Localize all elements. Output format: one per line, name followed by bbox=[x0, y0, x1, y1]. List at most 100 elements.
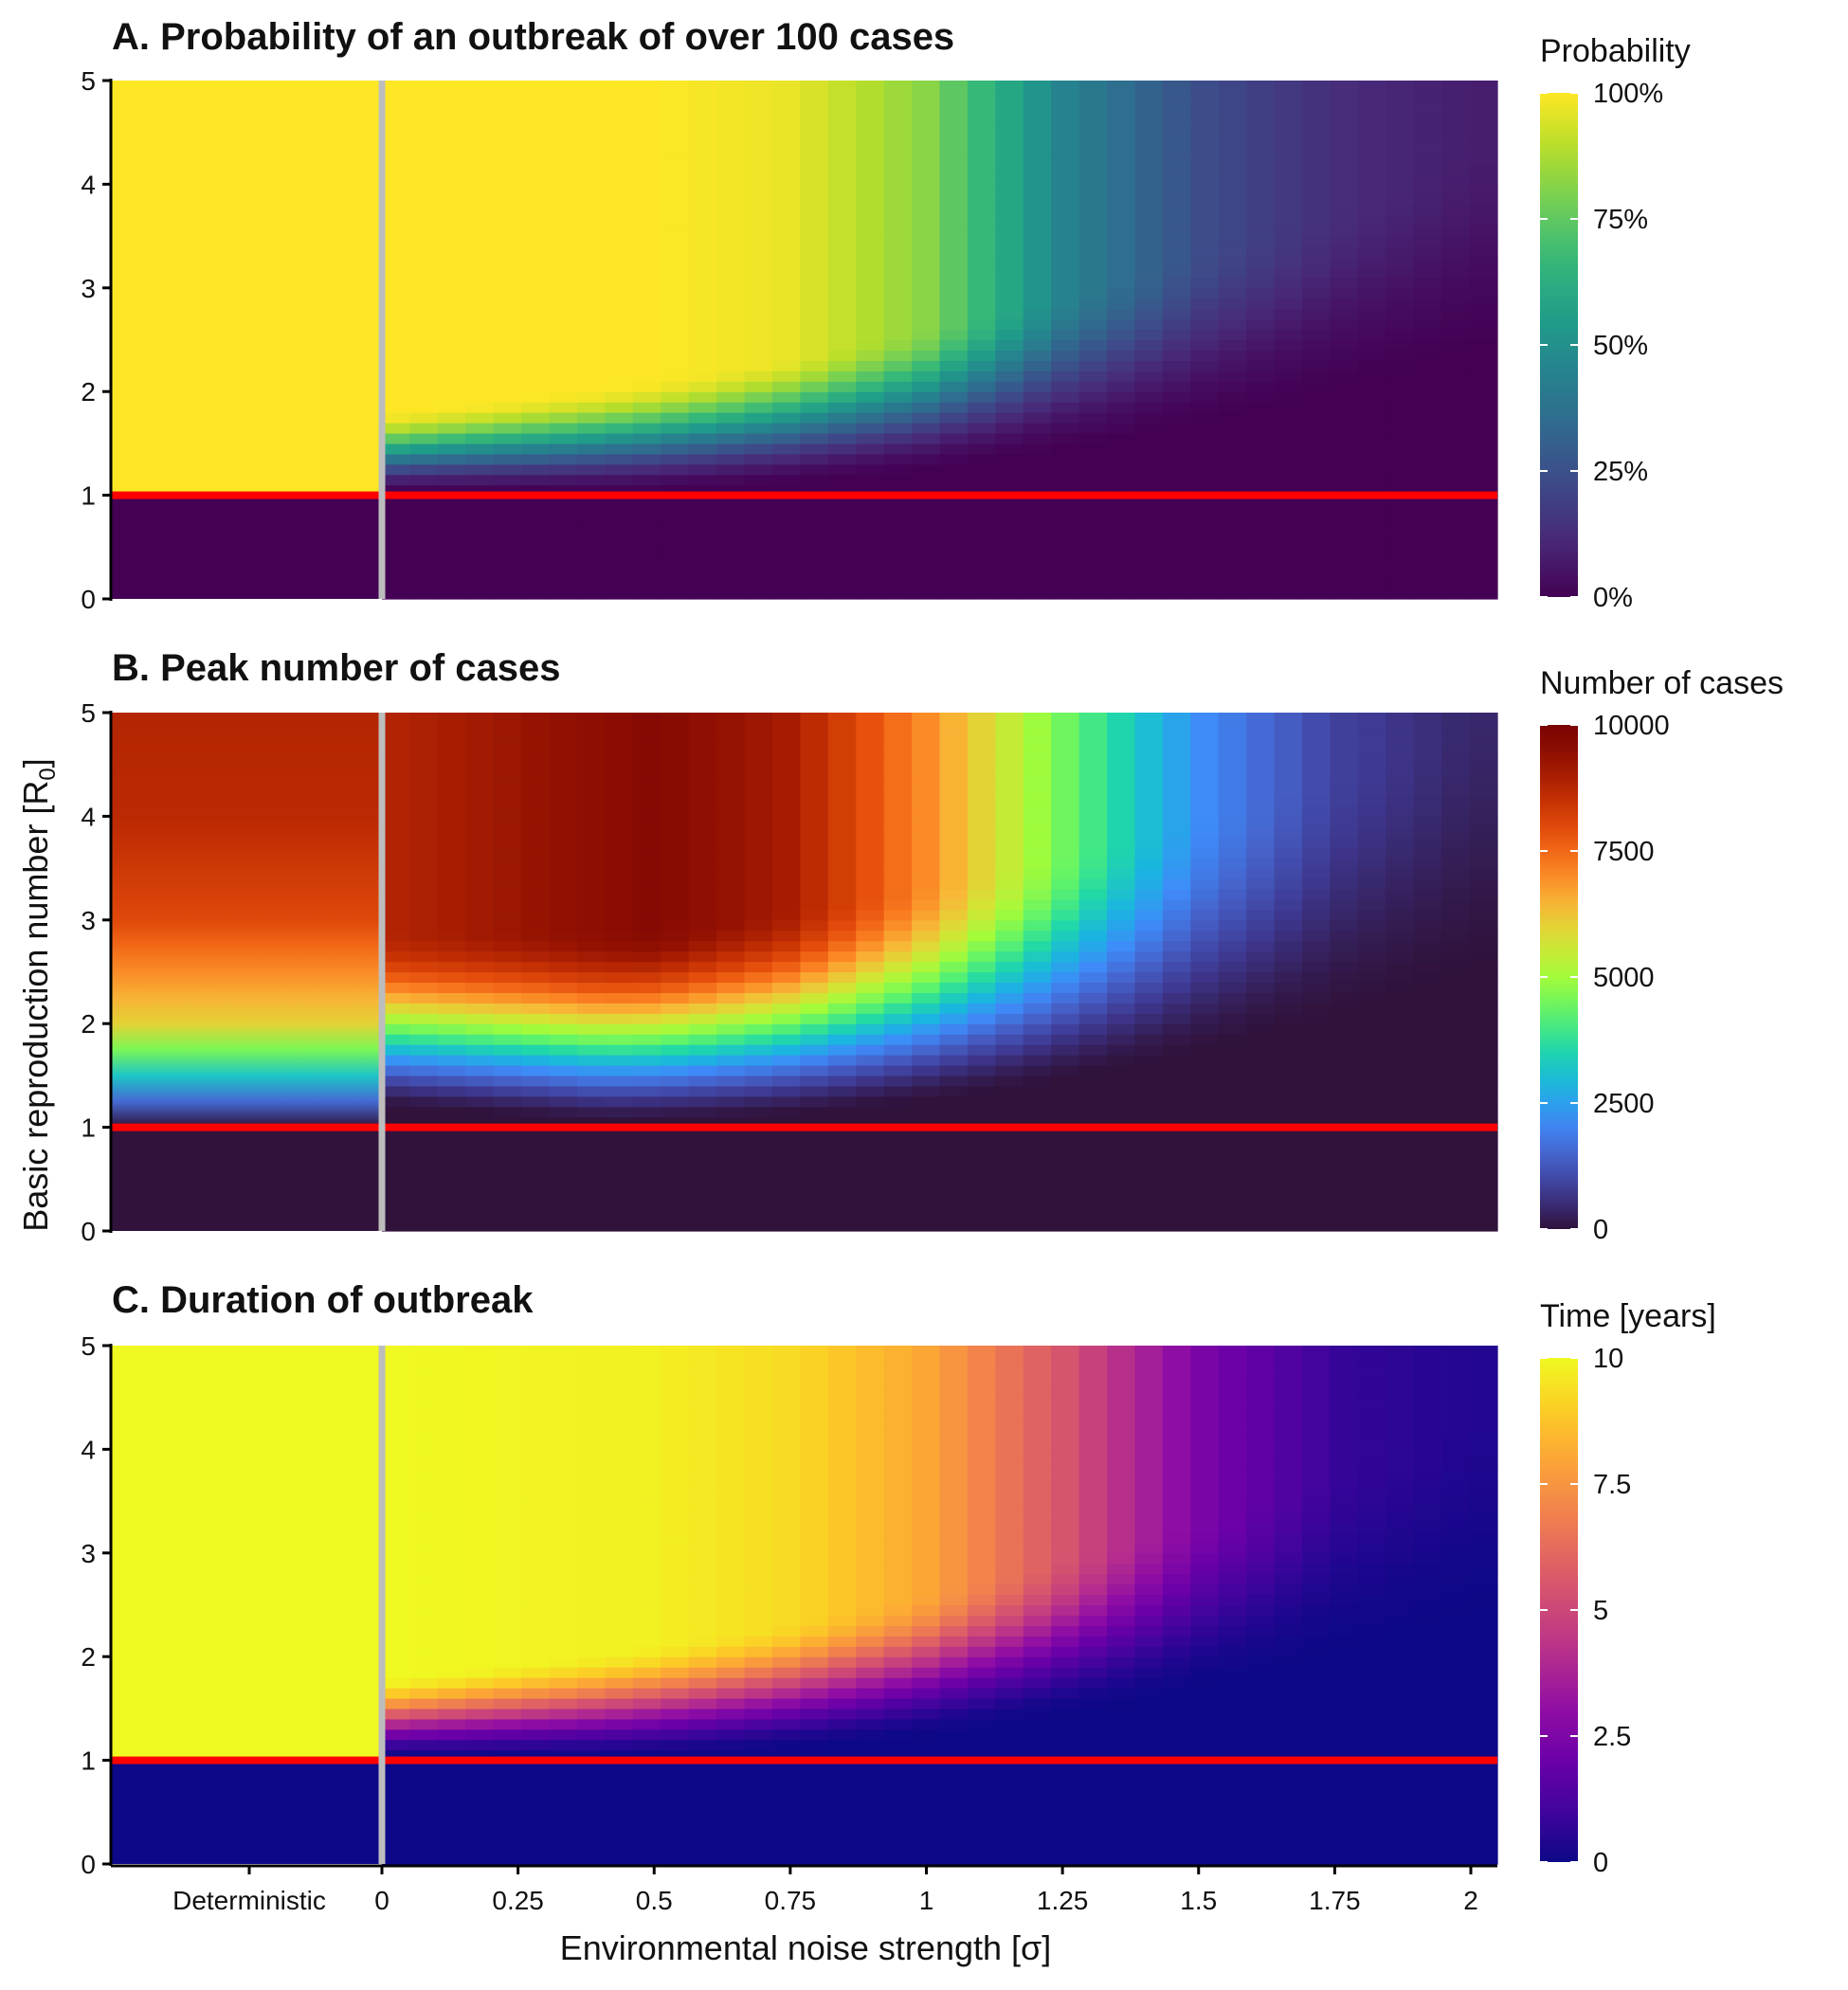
heatmap-cell bbox=[1023, 1085, 1052, 1097]
heatmap-cell bbox=[1357, 805, 1386, 817]
heatmap-cell bbox=[1330, 547, 1359, 558]
heatmap-cell bbox=[437, 226, 466, 237]
heatmap-cell bbox=[1162, 578, 1191, 589]
heatmap-cell bbox=[576, 360, 607, 371]
heatmap-cell bbox=[465, 226, 495, 237]
heatmap-cell bbox=[1302, 423, 1332, 434]
heatmap-cell bbox=[382, 423, 411, 434]
heatmap-cell bbox=[688, 1397, 717, 1409]
heatmap-cell bbox=[688, 391, 717, 403]
heatmap-cell bbox=[1302, 888, 1332, 900]
heatmap-cell bbox=[1413, 743, 1442, 755]
heatmap-cell bbox=[437, 329, 466, 341]
heatmap-cell bbox=[883, 909, 913, 921]
heatmap-cell bbox=[1469, 888, 1498, 900]
heatmap-cell bbox=[1246, 713, 1276, 724]
heatmap-cell bbox=[1274, 1210, 1303, 1221]
heatmap-cell bbox=[967, 1200, 996, 1211]
heatmap-cell bbox=[576, 163, 607, 175]
heatmap-cell bbox=[576, 121, 607, 134]
heatmap-cell bbox=[437, 1728, 466, 1741]
heatmap-cell bbox=[1330, 847, 1359, 859]
heatmap-cell bbox=[549, 1148, 578, 1160]
heatmap-cell bbox=[382, 764, 411, 776]
heatmap-cell bbox=[688, 1552, 717, 1565]
heatmap-cell bbox=[1134, 764, 1164, 776]
heatmap-cell bbox=[605, 153, 634, 165]
heatmap-cell bbox=[856, 1003, 885, 1014]
heatmap-cell bbox=[1413, 961, 1442, 973]
heatmap-cell bbox=[1023, 961, 1052, 973]
heatmap-cell bbox=[1162, 816, 1191, 827]
heatmap-cell bbox=[967, 733, 996, 745]
heatmap-cell bbox=[1134, 1013, 1164, 1024]
heatmap-cell bbox=[771, 453, 801, 465]
heatmap-cell bbox=[1190, 1075, 1220, 1087]
heatmap-cell bbox=[493, 1168, 522, 1180]
heatmap-cell bbox=[1162, 360, 1191, 371]
heatmap-cell bbox=[632, 1003, 661, 1014]
heatmap-cell bbox=[605, 774, 634, 787]
heatmap-cell bbox=[744, 547, 773, 558]
heatmap-cell bbox=[1218, 516, 1247, 528]
heatmap-cell bbox=[521, 1397, 551, 1409]
heatmap-cell bbox=[1413, 1023, 1442, 1035]
heatmap-cell bbox=[382, 432, 411, 444]
heatmap-cell bbox=[800, 1739, 829, 1751]
heatmap-cell bbox=[1330, 266, 1359, 279]
heatmap-cell bbox=[1469, 194, 1498, 206]
heatmap-cell bbox=[827, 1677, 857, 1689]
heatmap-cell bbox=[661, 1085, 690, 1097]
heatmap-cell bbox=[995, 940, 1024, 952]
heatmap-cell bbox=[771, 1137, 801, 1149]
heatmap-cell bbox=[549, 111, 578, 123]
heatmap-cell bbox=[1218, 816, 1247, 827]
heatmap-cell bbox=[1469, 713, 1498, 724]
heatmap-cell bbox=[1302, 868, 1332, 879]
heatmap-cell bbox=[576, 1563, 607, 1575]
heatmap-cell bbox=[939, 940, 969, 952]
heatmap-cell bbox=[1357, 1137, 1386, 1149]
heatmap-cell bbox=[1246, 1148, 1276, 1160]
heatmap-cell bbox=[605, 1075, 634, 1087]
heatmap-cell bbox=[1162, 1064, 1191, 1076]
heatmap-cell bbox=[382, 868, 411, 879]
heatmap-cell bbox=[493, 226, 522, 237]
heatmap-cell bbox=[465, 1594, 495, 1606]
heatmap-cell bbox=[576, 277, 607, 289]
heatmap-cell bbox=[688, 360, 717, 371]
heatmap-cell bbox=[661, 1428, 690, 1440]
heatmap-cell bbox=[1386, 132, 1415, 144]
heatmap-cell bbox=[493, 930, 522, 942]
heatmap-cell bbox=[716, 1594, 746, 1606]
heatmap-cell bbox=[856, 495, 885, 507]
heatmap-cell bbox=[688, 733, 717, 745]
heatmap-cell bbox=[1469, 360, 1498, 371]
heatmap-cell bbox=[856, 1791, 885, 1802]
heatmap-cell bbox=[800, 1667, 829, 1678]
heatmap-cell bbox=[465, 308, 495, 320]
heatmap-cell bbox=[883, 1833, 913, 1844]
heatmap-cell bbox=[1218, 1179, 1247, 1190]
heatmap-cell bbox=[1274, 868, 1303, 879]
heatmap-cell bbox=[409, 1459, 439, 1471]
heatmap-cell bbox=[1330, 163, 1359, 175]
heatmap-cell bbox=[1246, 505, 1276, 517]
heatmap-cell bbox=[856, 432, 885, 444]
heatmap-cell bbox=[493, 1521, 522, 1533]
heatmap-cell bbox=[1078, 371, 1108, 382]
heatmap-cell bbox=[1051, 1168, 1080, 1180]
heatmap-cell bbox=[883, 184, 913, 195]
heatmap-cell bbox=[883, 266, 913, 279]
heatmap-cell bbox=[576, 774, 607, 787]
heatmap-cell bbox=[632, 1667, 661, 1678]
heatmap-cell bbox=[800, 1003, 829, 1014]
heatmap-cell bbox=[549, 100, 578, 113]
heatmap-cell bbox=[744, 1366, 773, 1378]
heatmap-cell bbox=[744, 1179, 773, 1190]
heatmap-cell bbox=[382, 1625, 411, 1637]
heatmap-cell bbox=[967, 432, 996, 444]
heatmap-cell bbox=[1330, 557, 1359, 569]
heatmap-cell bbox=[576, 1667, 607, 1678]
heatmap-cell bbox=[382, 1346, 411, 1357]
